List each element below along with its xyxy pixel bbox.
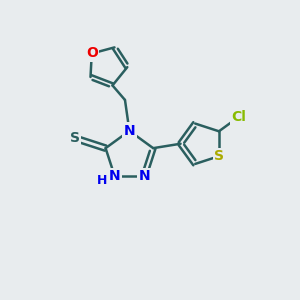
Text: N: N (124, 124, 135, 138)
Text: S: S (70, 131, 80, 145)
Text: N: N (138, 169, 150, 183)
Text: S: S (214, 149, 224, 163)
Text: H: H (97, 174, 107, 187)
Text: O: O (86, 46, 98, 61)
Text: Cl: Cl (232, 110, 247, 124)
Text: N: N (109, 169, 121, 183)
